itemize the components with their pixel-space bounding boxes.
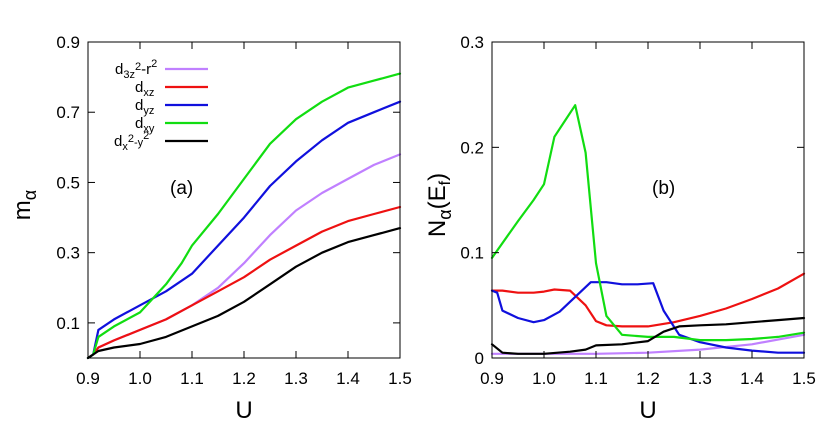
right-annotation: (b) bbox=[652, 178, 675, 199]
right-ytick-label: 0.3 bbox=[460, 33, 484, 52]
right-xtick-label: 1.5 bbox=[792, 369, 816, 388]
legend-entry-dyz: dyz bbox=[135, 97, 208, 117]
right-ylabel: Nα(Ef) bbox=[424, 173, 455, 237]
right-xtick-label: 1.1 bbox=[584, 369, 608, 388]
legend-entry-dx2y2: dx2-y2 bbox=[114, 130, 208, 153]
left-ytick-label: 0.3 bbox=[56, 244, 80, 263]
right-series-dxy bbox=[490, 104, 806, 342]
left-ytick-label: 0.5 bbox=[56, 173, 80, 192]
panel-left: 0.9 1.0 1.1 1.2 1.3 1.4 1.5 0.1 0.3 0.5 0.7 0.9 (a)… bbox=[9, 33, 412, 424]
right-ytick-label: 0 bbox=[475, 349, 484, 368]
left-series-dx2y2 bbox=[86, 227, 402, 360]
left-ytick-label: 0.9 bbox=[56, 33, 80, 52]
legend-label-dx2y2: dx2-y2 bbox=[114, 130, 149, 153]
left-xtick-label: 1.1 bbox=[180, 369, 204, 388]
legend: d3z2-r2 dxz dyz dxy dx2-y2 bbox=[114, 58, 208, 153]
left-series-dxz bbox=[86, 205, 402, 360]
right-xtick-label: 1.3 bbox=[688, 369, 712, 388]
legend-entry-d3z2: d3z2-r2 bbox=[115, 58, 208, 81]
left-series-d3z2 bbox=[86, 153, 402, 360]
left-annotation: (a) bbox=[170, 178, 193, 199]
left-xtick-label: 1.3 bbox=[284, 369, 308, 388]
left-xtick-label: 1.2 bbox=[232, 369, 256, 388]
right-ytick-label: 0.2 bbox=[460, 138, 484, 157]
legend-label-dyz: dyz bbox=[135, 97, 154, 117]
right-xtick-label: 1.0 bbox=[532, 369, 556, 388]
left-series-dxy bbox=[86, 72, 402, 360]
left-xtick-label: 0.9 bbox=[76, 369, 100, 388]
legend-entry-dxz: dxz bbox=[135, 79, 208, 99]
left-xlabel: U bbox=[235, 397, 252, 424]
left-series-dyz bbox=[86, 100, 402, 360]
right-plot-frame bbox=[491, 41, 805, 359]
left-ylabel-sub: α bbox=[20, 190, 40, 200]
right-xtick-label: 1.2 bbox=[636, 369, 660, 388]
panel-right: 0.9 1.0 1.1 1.2 1.3 1.4 1.5 0 0.1 0.2 0.3 (b) U Nα… bbox=[424, 33, 816, 424]
left-xtick-label: 1.0 bbox=[128, 369, 152, 388]
left-xtick-label: 1.5 bbox=[388, 369, 412, 388]
right-ytick-label: 0.1 bbox=[460, 244, 484, 263]
legend-label-d3z2: d3z2-r2 bbox=[115, 58, 157, 81]
left-ylabel: mα bbox=[9, 190, 40, 220]
right-xtick-label: 1.4 bbox=[740, 369, 764, 388]
right-series-dyz bbox=[490, 281, 806, 354]
right-series-dx2y2 bbox=[490, 316, 806, 355]
left-ytick-label: 0.1 bbox=[56, 314, 80, 333]
right-series-dxz bbox=[490, 272, 806, 328]
right-xlabel: U bbox=[639, 397, 656, 424]
left-ytick-label: 0.7 bbox=[56, 103, 80, 122]
right-xtick-label: 0.9 bbox=[480, 369, 504, 388]
left-xtick-label: 1.4 bbox=[336, 369, 360, 388]
legend-label-dxz: dxz bbox=[135, 79, 154, 99]
